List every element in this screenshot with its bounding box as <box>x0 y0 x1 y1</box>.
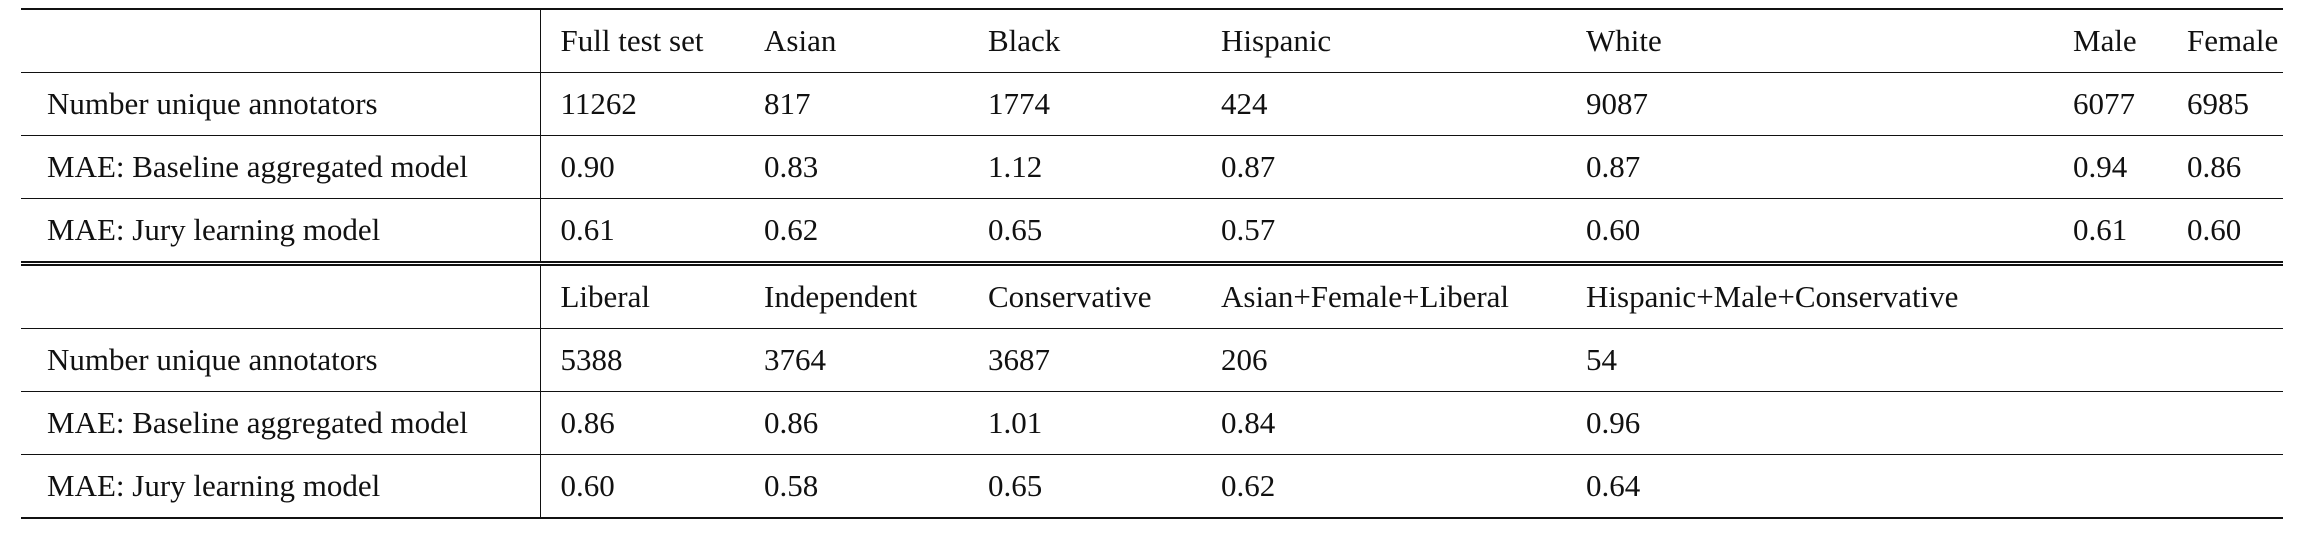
header-cell: Independent <box>744 261 968 329</box>
table-row: Number unique annotators 11262 817 1774 … <box>21 72 2283 136</box>
results-table: Full test set Asian Black Hispanic White… <box>21 8 2283 519</box>
row-label: MAE: Jury learning model <box>21 198 540 264</box>
table-cell: 0.62 <box>744 198 968 264</box>
table-cell: 0.61 <box>2053 198 2167 264</box>
table-row: MAE: Jury learning model 0.61 0.62 0.65 … <box>21 198 2283 264</box>
header-cell: Asian <box>744 8 968 73</box>
header-cell: Hispanic <box>1201 8 1566 73</box>
header-cell: White <box>1566 8 2053 73</box>
table-cell: 0.58 <box>744 454 968 519</box>
table-cell <box>2167 328 2283 392</box>
table-cell: 1774 <box>968 72 1201 136</box>
row-label: MAE: Jury learning model <box>21 454 540 519</box>
table-row: MAE: Jury learning model 0.60 0.58 0.65 … <box>21 454 2283 519</box>
table-cell: 0.64 <box>1566 454 2053 519</box>
table-cell: 54 <box>1566 328 2053 392</box>
table-cell: 9087 <box>1566 72 2053 136</box>
header-cell <box>2167 261 2283 329</box>
table-cell: 0.87 <box>1201 135 1566 199</box>
table-cell: 424 <box>1201 72 1566 136</box>
header-cell: Black <box>968 8 1201 73</box>
table-cell: 0.90 <box>539 135 744 199</box>
table-cell: 0.65 <box>968 198 1201 264</box>
header-cell <box>21 8 540 73</box>
table-cell: 1.01 <box>968 391 1201 455</box>
table-cell: 3687 <box>968 328 1201 392</box>
header-cell <box>2053 261 2167 329</box>
table-row: MAE: Baseline aggregated model 0.90 0.83… <box>21 135 2283 199</box>
table-cell: 0.86 <box>744 391 968 455</box>
header-cell: Male <box>2053 8 2167 73</box>
table-cell: 0.60 <box>2167 198 2283 264</box>
table-header-row: Full test set Asian Black Hispanic White… <box>21 8 2283 73</box>
table-cell: 3764 <box>744 328 968 392</box>
table-cell: 0.86 <box>2167 135 2283 199</box>
table-cell <box>2167 391 2283 455</box>
header-cell: Hispanic+Male+Conservative <box>1566 261 2053 329</box>
header-cell: Full test set <box>539 8 744 73</box>
table-cell: 6077 <box>2053 72 2167 136</box>
table-cell: 11262 <box>539 72 744 136</box>
table-cell: 0.94 <box>2053 135 2167 199</box>
table-cell: 5388 <box>539 328 744 392</box>
table-header-row: Liberal Independent Conservative Asian+F… <box>21 261 2283 329</box>
table-cell: 0.62 <box>1201 454 1566 519</box>
table-cell: 0.86 <box>539 391 744 455</box>
header-cell: Conservative <box>968 261 1201 329</box>
table-cell: 0.96 <box>1566 391 2053 455</box>
header-cell: Female <box>2167 8 2283 73</box>
row-label: MAE: Baseline aggregated model <box>21 135 540 199</box>
table-cell: 0.60 <box>539 454 744 519</box>
header-cell: Liberal <box>539 261 744 329</box>
table-cell: 0.87 <box>1566 135 2053 199</box>
table-cell: 0.84 <box>1201 391 1566 455</box>
table-cell <box>2053 328 2167 392</box>
table-cell: 0.57 <box>1201 198 1566 264</box>
table-cell: 1.12 <box>968 135 1201 199</box>
header-cell: Asian+Female+Liberal <box>1201 261 1566 329</box>
table-cell: 0.61 <box>539 198 744 264</box>
table-row: MAE: Baseline aggregated model 0.86 0.86… <box>21 391 2283 455</box>
table-cell <box>2167 454 2283 519</box>
table-cell: 6985 <box>2167 72 2283 136</box>
table-cell: 0.65 <box>968 454 1201 519</box>
row-label: Number unique annotators <box>21 328 540 392</box>
row-label: MAE: Baseline aggregated model <box>21 391 540 455</box>
table-cell: 817 <box>744 72 968 136</box>
table-cell <box>2053 454 2167 519</box>
row-label: Number unique annotators <box>21 72 540 136</box>
header-cell <box>21 261 540 329</box>
table-cell: 0.83 <box>744 135 968 199</box>
table-cell: 206 <box>1201 328 1566 392</box>
table-row: Number unique annotators 5388 3764 3687 … <box>21 328 2283 392</box>
table-cell: 0.60 <box>1566 198 2053 264</box>
table-cell <box>2053 391 2167 455</box>
